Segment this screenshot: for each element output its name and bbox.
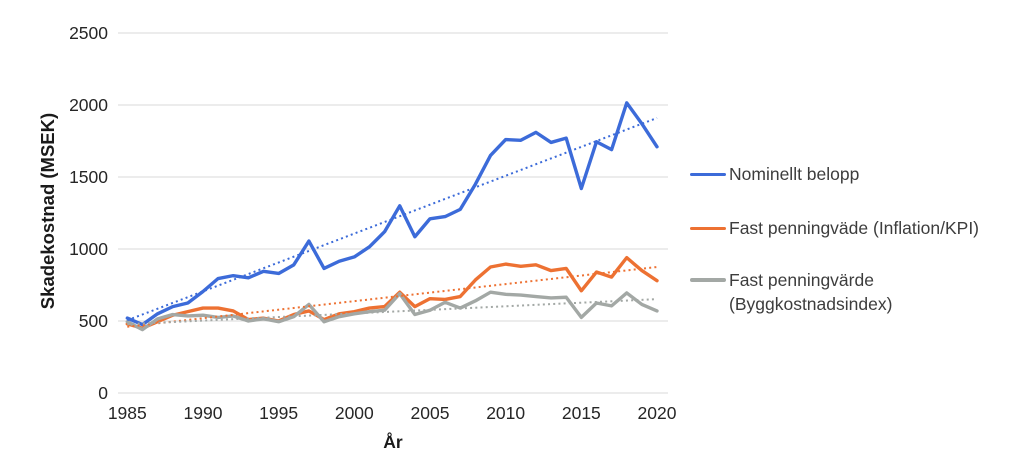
x-tick-label: 1995 (259, 403, 298, 423)
legend-label-line2: (Byggkostnadsindex) (729, 294, 893, 314)
x-axis-title: År (383, 432, 403, 452)
y-tick-label: 2500 (69, 23, 108, 43)
trendline (126, 117, 658, 322)
x-tick-label: 2010 (486, 403, 525, 423)
legend-item-fast-penningvade-kpi: Fast penningväde (Inflation/KPI) (690, 218, 979, 239)
x-tick-label: 1985 (108, 403, 147, 423)
y-tick-label: 500 (79, 311, 108, 331)
x-tick-label: 2005 (411, 403, 450, 423)
legend-label-line1: Fast penningvärde (729, 270, 874, 290)
y-tick-label: 1500 (69, 167, 108, 187)
legend-item-nominellt-belopp: Nominellt belopp (690, 164, 859, 185)
legend-label-stack: Fast penningvärde (Byggkostnadsindex) (729, 268, 892, 316)
legend-label: Fast penningväde (Inflation/KPI) (729, 218, 980, 238)
series-line (125, 101, 659, 327)
series-line (125, 255, 659, 330)
x-tick-label: 2020 (638, 403, 677, 423)
y-tick-label: 1000 (69, 239, 108, 259)
legend-line-icon (690, 226, 726, 231)
x-tick-label: 1990 (184, 403, 223, 423)
y-tick-label: 2000 (69, 95, 108, 115)
legend-line-icon (690, 172, 726, 177)
legend-item-fast-penningvarde-byggkostnadsindex: Fast penningvärde (Byggkostnadsindex) (690, 268, 892, 316)
y-axis-title: Skadekostnad (MSEK) (37, 112, 58, 310)
legend-line-icon (690, 278, 726, 282)
y-tick-label: 0 (98, 383, 108, 403)
x-tick-label: 2015 (562, 403, 601, 423)
legend: Nominellt belopp Fast penningväde (Infla… (690, 0, 1022, 467)
legend-label: Nominellt belopp (729, 164, 860, 184)
x-tick-label: 2000 (335, 403, 374, 423)
trendline (127, 266, 658, 328)
